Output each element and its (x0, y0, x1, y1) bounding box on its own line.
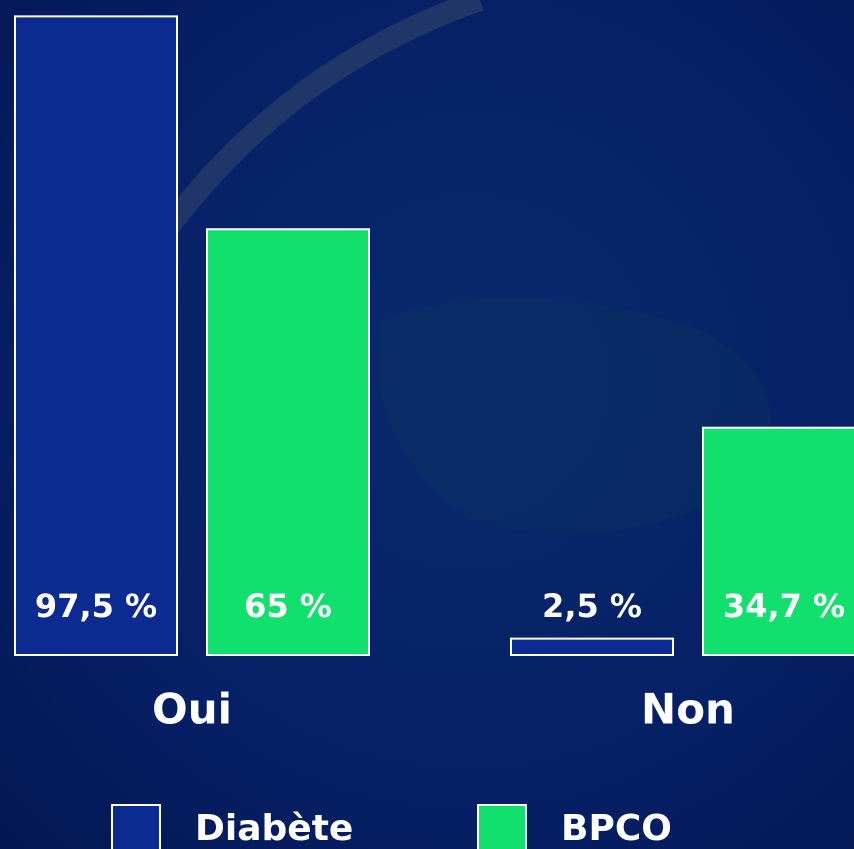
bar (206, 228, 370, 656)
legend-label: Diabète (195, 808, 353, 849)
value-label: 2,5 % (542, 587, 642, 625)
bar (702, 426, 854, 656)
bar (14, 15, 178, 656)
background-shape (376, 297, 772, 534)
legend-swatch (111, 804, 161, 849)
legend-label: BPCO (561, 808, 672, 849)
value-label: 65 % (244, 587, 332, 625)
bar (510, 637, 674, 656)
value-label: 34,7 % (723, 587, 845, 625)
legend-swatch (477, 804, 527, 849)
x-tick-label: Oui (152, 685, 232, 734)
value-label: 97,5 % (35, 587, 157, 625)
x-tick-label: Non (641, 685, 735, 734)
